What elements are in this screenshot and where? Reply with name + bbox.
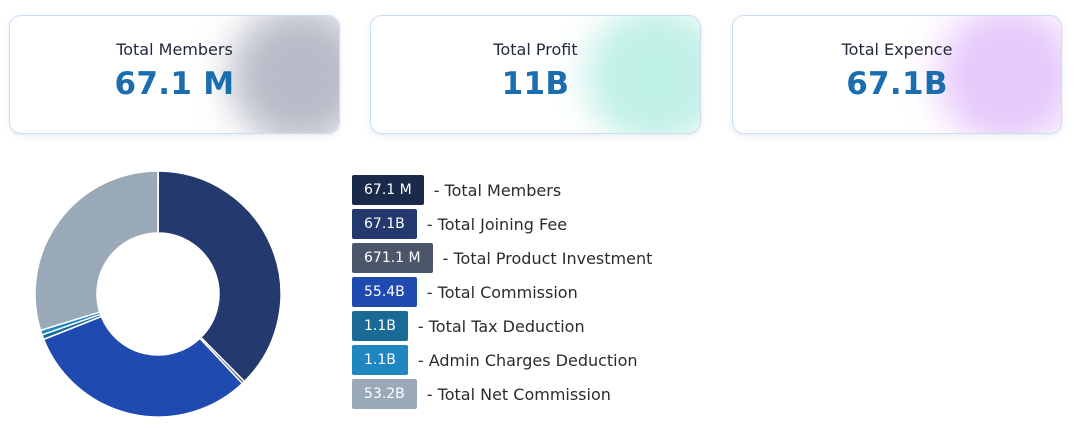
total-members-card: Total Members 67.1 M xyxy=(9,15,340,134)
legend-label: - Total Commission xyxy=(426,282,578,302)
donut-slice[interactable] xyxy=(42,315,244,418)
legend-label: - Admin Charges Deduction xyxy=(417,350,638,370)
card-title: Total Expence xyxy=(841,40,953,59)
card-decoration xyxy=(230,16,339,133)
legend-item: 1.1B - Admin Charges Deduction xyxy=(352,345,638,375)
legend-label: - Total Joining Fee xyxy=(426,214,568,234)
legend-value-badge: 1.1B xyxy=(352,311,408,341)
legend-value-badge: 55.4B xyxy=(352,277,417,307)
legend-item: 1.1B - Total Tax Deduction xyxy=(352,311,585,341)
card-title: Total Profit xyxy=(493,40,578,59)
legend-item: 53.2B - Total Net Commission xyxy=(352,379,611,409)
card-value: 67.1 M xyxy=(114,66,235,102)
donut-chart xyxy=(34,170,282,418)
legend-item: 671.1 M - Total Product Investment xyxy=(352,243,652,273)
legend-value-badge: 1.1B xyxy=(352,345,408,375)
donut-slice[interactable] xyxy=(34,170,159,332)
card-value: 11B xyxy=(501,66,570,102)
legend-item: 67.1 M - Total Members xyxy=(352,175,561,205)
legend-value-badge: 67.1 M xyxy=(352,175,424,205)
total-profit-card: Total Profit 11B xyxy=(370,15,701,134)
total-expence-card: Total Expence 67.1B xyxy=(732,15,1062,134)
legend-item: 67.1B - Total Joining Fee xyxy=(352,209,567,239)
legend-label: - Total Net Commission xyxy=(426,384,611,404)
legend-label: - Total Product Investment xyxy=(442,248,653,268)
legend-value-badge: 671.1 M xyxy=(352,243,433,273)
legend-value-badge: 53.2B xyxy=(352,379,417,409)
legend-item: 55.4B - Total Commission xyxy=(352,277,578,307)
card-decoration xyxy=(938,16,1061,133)
card-value: 67.1B xyxy=(846,66,948,102)
donut-slice[interactable] xyxy=(157,170,282,383)
legend-label: - Total Members xyxy=(433,180,562,200)
card-title: Total Members xyxy=(116,40,233,59)
card-decoration xyxy=(586,16,700,133)
legend-value-badge: 67.1B xyxy=(352,209,417,239)
legend-label: - Total Tax Deduction xyxy=(417,316,585,336)
